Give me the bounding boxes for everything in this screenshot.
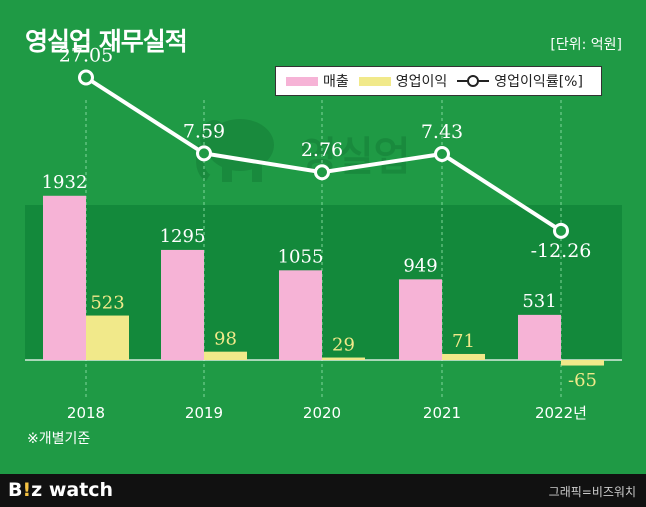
legend-line-marker-icon [457, 74, 490, 88]
logo-part-z: z [31, 479, 43, 501]
label-operating-profit-0: 523 [90, 293, 124, 314]
label-revenue-4: 531 [522, 291, 556, 312]
logo-part-bang: ! [22, 479, 32, 501]
bar-operating-profit-1 [204, 351, 247, 360]
bar-operating-profit-2 [322, 357, 365, 360]
chart-svg: 영실업 193252312959810552994971531-6527.057… [25, 45, 622, 422]
label-revenue-0: 1932 [42, 172, 88, 193]
label-revenue-3: 949 [403, 255, 437, 276]
logo-part-watch: watch [42, 479, 114, 501]
bar-revenue-2 [279, 270, 322, 360]
margin-point-4 [553, 222, 569, 239]
bars [43, 195, 604, 366]
value-labels: 1932 523 1295 98 1055 29 949 71 531 -65 27.05 7.59 2… [42, 45, 597, 391]
label-margin-4: -12.26 [531, 240, 592, 262]
margin-point-2 [314, 164, 330, 181]
legend-item-operating-profit: 영업이익 [358, 71, 448, 91]
margin-point-3 [434, 146, 450, 163]
graphic-credit: 그래픽=비즈워치 [548, 485, 636, 499]
bar-revenue-0 [43, 195, 86, 360]
footnote: ※개별기준 [27, 431, 91, 447]
x-tick-3: 2021 [423, 404, 461, 422]
legend-label-revenue: 매출 [323, 74, 349, 90]
label-operating-profit-3: 71 [452, 331, 475, 352]
bar-revenue-3 [399, 279, 442, 360]
label-margin-3: 7.43 [421, 121, 463, 143]
label-operating-profit-4: -65 [568, 370, 597, 391]
bizwatch-logo: B!z watch [8, 479, 113, 501]
margin-line [78, 69, 569, 239]
x-tick-1: 2019 [185, 404, 223, 422]
margin-point-1 [196, 145, 212, 162]
label-margin-0: 27.05 [59, 45, 113, 67]
legend-item-revenue: 매출 [286, 71, 349, 91]
bar-operating-profit-0 [86, 315, 129, 360]
bar-operating-profit-4 [561, 360, 604, 366]
legend-swatch-revenue [286, 76, 318, 86]
unit-label: [단위: 억원] [550, 37, 622, 53]
x-tick-4: 2022년 [535, 404, 587, 422]
legend-label-operating-profit: 영업이익 [395, 74, 448, 90]
x-tick-0: 2018 [67, 404, 105, 422]
legend: 매출 영업이익 영업이익률[%] [275, 66, 602, 96]
bar-revenue-1 [161, 249, 204, 360]
label-margin-1: 7.59 [183, 120, 225, 142]
bar-revenue-4 [518, 314, 561, 360]
chart-title: 영실업 재무실적 [25, 27, 188, 56]
legend-swatch-operating-profit [358, 76, 391, 86]
legend-label-margin: 영업이익률[%] [494, 74, 583, 90]
label-revenue-2: 1055 [278, 246, 324, 267]
bar-operating-profit-3 [442, 353, 485, 360]
label-revenue-1: 1295 [160, 226, 206, 247]
margin-point-0 [78, 69, 94, 86]
elephant-logo-icon [196, 119, 274, 182]
label-margin-2: 2.76 [301, 139, 343, 161]
label-operating-profit-2: 29 [332, 335, 355, 356]
label-operating-profit-1: 98 [214, 329, 237, 350]
x-tick-2: 2020 [303, 404, 341, 422]
logo-part-b: B [8, 479, 23, 501]
x-tick-labels: 2018 2019 2020 2021 2022년 [67, 404, 587, 422]
legend-item-margin: 영업이익률[%] [457, 71, 583, 91]
footer-bar: B!z watch 그래픽=비즈워치 [0, 474, 646, 507]
